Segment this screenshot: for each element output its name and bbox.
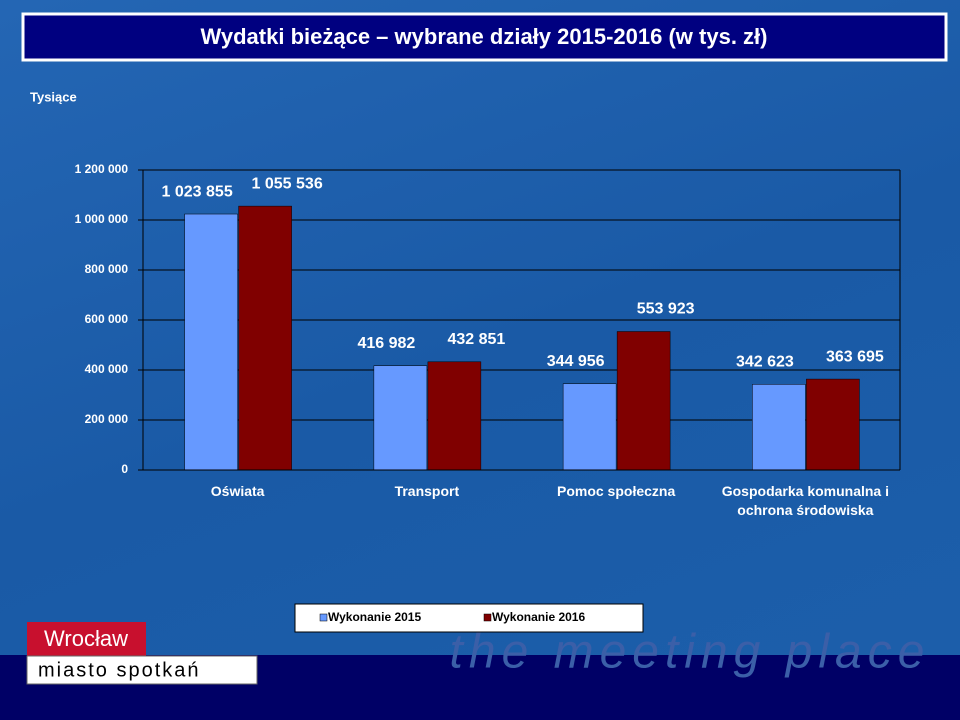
- bar: [806, 378, 860, 471]
- x-tick-label: Transport: [394, 483, 460, 499]
- bar: [184, 213, 238, 471]
- value-label: 432 851: [447, 331, 505, 348]
- bar: [752, 384, 806, 471]
- value-label: 1 023 855: [162, 183, 233, 200]
- y-tick-label: 1 000 000: [75, 212, 129, 226]
- slogan: the meeting place: [450, 626, 931, 679]
- logo-box: [27, 622, 146, 656]
- value-label: 553 923: [637, 301, 695, 318]
- y-tick-label: 400 000: [85, 362, 129, 376]
- chart-title: Wydatki bieżące – wybrane działy 2015-20…: [201, 24, 768, 49]
- logo-name: Wrocław: [44, 626, 128, 651]
- y-tick-label: 800 000: [85, 262, 129, 276]
- y-axis-label: Tysiące: [30, 89, 77, 104]
- value-label: 1 055 536: [252, 175, 323, 192]
- x-tick-label: Pomoc społeczna: [556, 483, 676, 499]
- tagline-box: [26, 655, 258, 685]
- legend-swatch: [483, 613, 492, 622]
- y-tick-label: 200 000: [85, 412, 129, 426]
- x-tick-label: Gospodarka komunalna i ochrona środowisk…: [721, 483, 889, 518]
- legend-box: [294, 603, 644, 633]
- title-box: [21, 12, 948, 62]
- legend-swatch: [319, 613, 328, 622]
- value-label: 416 982: [357, 335, 415, 352]
- bar: [238, 205, 292, 471]
- bar: [562, 383, 617, 471]
- y-tick-label: 1 200 000: [75, 162, 129, 176]
- legend-label: Wykonanie 2015: [328, 610, 421, 624]
- legend-label: Wykonanie 2016: [492, 610, 585, 624]
- y-tick-label: 600 000: [85, 312, 129, 326]
- value-label: 363 695: [826, 348, 884, 365]
- bar: [616, 331, 671, 471]
- value-label: 344 956: [547, 353, 605, 370]
- x-tick-label: Oświata: [210, 483, 265, 499]
- value-label: 342 623: [736, 354, 794, 371]
- bar: [427, 361, 482, 471]
- y-tick-label: 0: [121, 462, 128, 476]
- logo-tagline: miasto spotkań: [38, 659, 201, 681]
- bar: [373, 365, 428, 471]
